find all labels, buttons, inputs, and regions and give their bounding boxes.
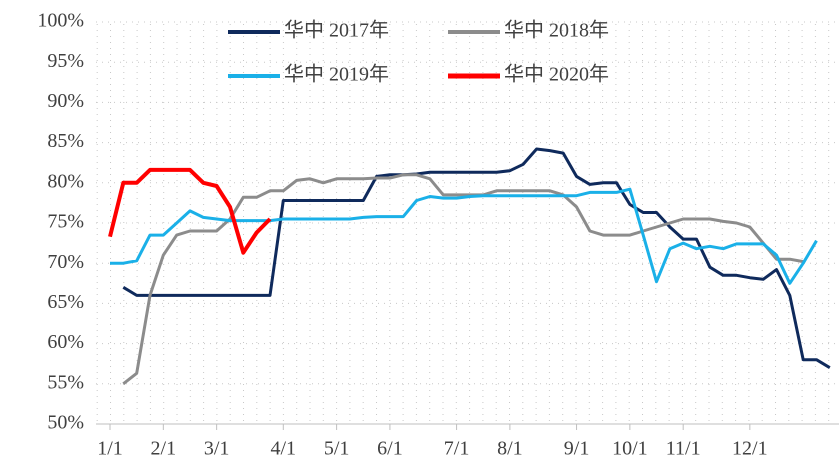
x-tick-label: 1/1 bbox=[97, 438, 123, 460]
y-tick-label: 85% bbox=[47, 130, 84, 152]
x-tick-label: 6/1 bbox=[377, 438, 403, 460]
x-tick-label: 11/1 bbox=[666, 438, 701, 460]
y-tick-label: 60% bbox=[47, 331, 84, 353]
y-tick-label: 65% bbox=[47, 291, 84, 313]
series-line bbox=[110, 187, 818, 285]
x-tick-label: 4/1 bbox=[271, 438, 297, 460]
y-tick-label: 70% bbox=[47, 251, 84, 273]
y-tick-label: 80% bbox=[47, 170, 84, 192]
legend-label: 华中 2017年 bbox=[284, 19, 389, 42]
y-tick-label: 95% bbox=[47, 50, 84, 72]
legend-label: 华中 2018年 bbox=[504, 19, 609, 42]
x-tick-label: 5/1 bbox=[324, 438, 350, 460]
x-tick-label: 9/1 bbox=[564, 438, 590, 460]
series-line bbox=[122, 173, 804, 385]
series-line bbox=[108, 167, 272, 255]
y-tick-label: 100% bbox=[37, 10, 84, 32]
x-tick-label: 3/1 bbox=[204, 438, 230, 460]
grid-pattern bbox=[96, 22, 839, 424]
x-tick-label: 8/1 bbox=[497, 438, 523, 460]
y-tick-label: 50% bbox=[47, 412, 84, 434]
y-tick-label: 90% bbox=[47, 90, 84, 112]
x-tick-label: 2/1 bbox=[151, 438, 177, 460]
x-tick-label: 10/1 bbox=[612, 438, 648, 460]
x-tick-label: 12/1 bbox=[732, 438, 768, 460]
y-tick-label: 75% bbox=[47, 211, 84, 233]
x-tick-label: 7/1 bbox=[444, 438, 470, 460]
legend-label: 华中 2019年 bbox=[284, 63, 389, 86]
series-line bbox=[122, 147, 831, 369]
legend-label: 华中 2020年 bbox=[504, 63, 609, 86]
y-tick-label: 55% bbox=[47, 371, 84, 393]
